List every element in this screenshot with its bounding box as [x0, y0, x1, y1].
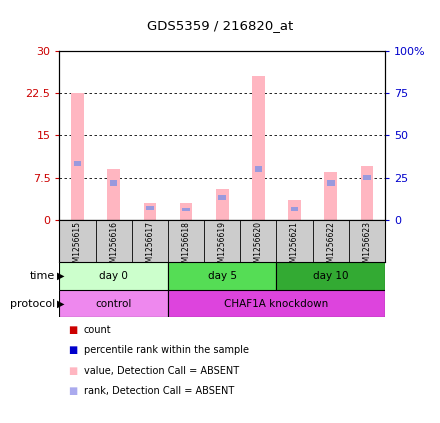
Text: ■: ■: [68, 345, 77, 355]
Text: control: control: [95, 299, 132, 308]
Text: percentile rank within the sample: percentile rank within the sample: [84, 345, 249, 355]
Bar: [363, 175, 371, 181]
Bar: [182, 208, 190, 212]
Bar: [73, 161, 81, 166]
Text: ▶: ▶: [57, 271, 65, 281]
Text: GSM1256618: GSM1256618: [182, 221, 191, 272]
Text: day 10: day 10: [313, 271, 348, 281]
Text: ■: ■: [68, 365, 77, 376]
Text: time: time: [30, 271, 55, 281]
Text: GSM1256617: GSM1256617: [145, 221, 154, 272]
Text: GSM1256615: GSM1256615: [73, 221, 82, 272]
Text: ■: ■: [68, 325, 77, 335]
Bar: [276, 262, 385, 290]
Bar: [110, 181, 117, 186]
Text: value, Detection Call = ABSENT: value, Detection Call = ABSENT: [84, 365, 239, 376]
Text: GSM1256616: GSM1256616: [109, 221, 118, 272]
Bar: [107, 169, 120, 220]
Text: ■: ■: [68, 386, 77, 396]
Bar: [59, 290, 168, 317]
Bar: [168, 290, 385, 317]
Text: GDS5359 / 216820_at: GDS5359 / 216820_at: [147, 19, 293, 32]
Text: count: count: [84, 325, 111, 335]
Text: CHAF1A knockdown: CHAF1A knockdown: [224, 299, 329, 308]
Bar: [291, 207, 298, 212]
Bar: [361, 166, 373, 220]
Bar: [168, 262, 276, 290]
Text: day 0: day 0: [99, 271, 128, 281]
Bar: [252, 76, 265, 220]
Text: day 5: day 5: [208, 271, 237, 281]
Text: GSM1256620: GSM1256620: [254, 221, 263, 272]
Bar: [324, 172, 337, 220]
Bar: [59, 262, 168, 290]
Bar: [180, 203, 192, 220]
Bar: [71, 93, 84, 220]
Text: GSM1256619: GSM1256619: [218, 221, 227, 272]
Bar: [143, 203, 156, 220]
Bar: [288, 200, 301, 220]
Text: ▶: ▶: [57, 299, 65, 308]
Text: GSM1256623: GSM1256623: [363, 221, 371, 272]
Text: rank, Detection Call = ABSENT: rank, Detection Call = ABSENT: [84, 386, 234, 396]
Text: protocol: protocol: [10, 299, 55, 308]
Bar: [255, 166, 262, 172]
Text: GSM1256622: GSM1256622: [326, 221, 335, 272]
Bar: [218, 195, 226, 200]
Bar: [327, 181, 334, 186]
Text: GSM1256621: GSM1256621: [290, 221, 299, 272]
Bar: [146, 206, 154, 210]
Bar: [216, 189, 228, 220]
